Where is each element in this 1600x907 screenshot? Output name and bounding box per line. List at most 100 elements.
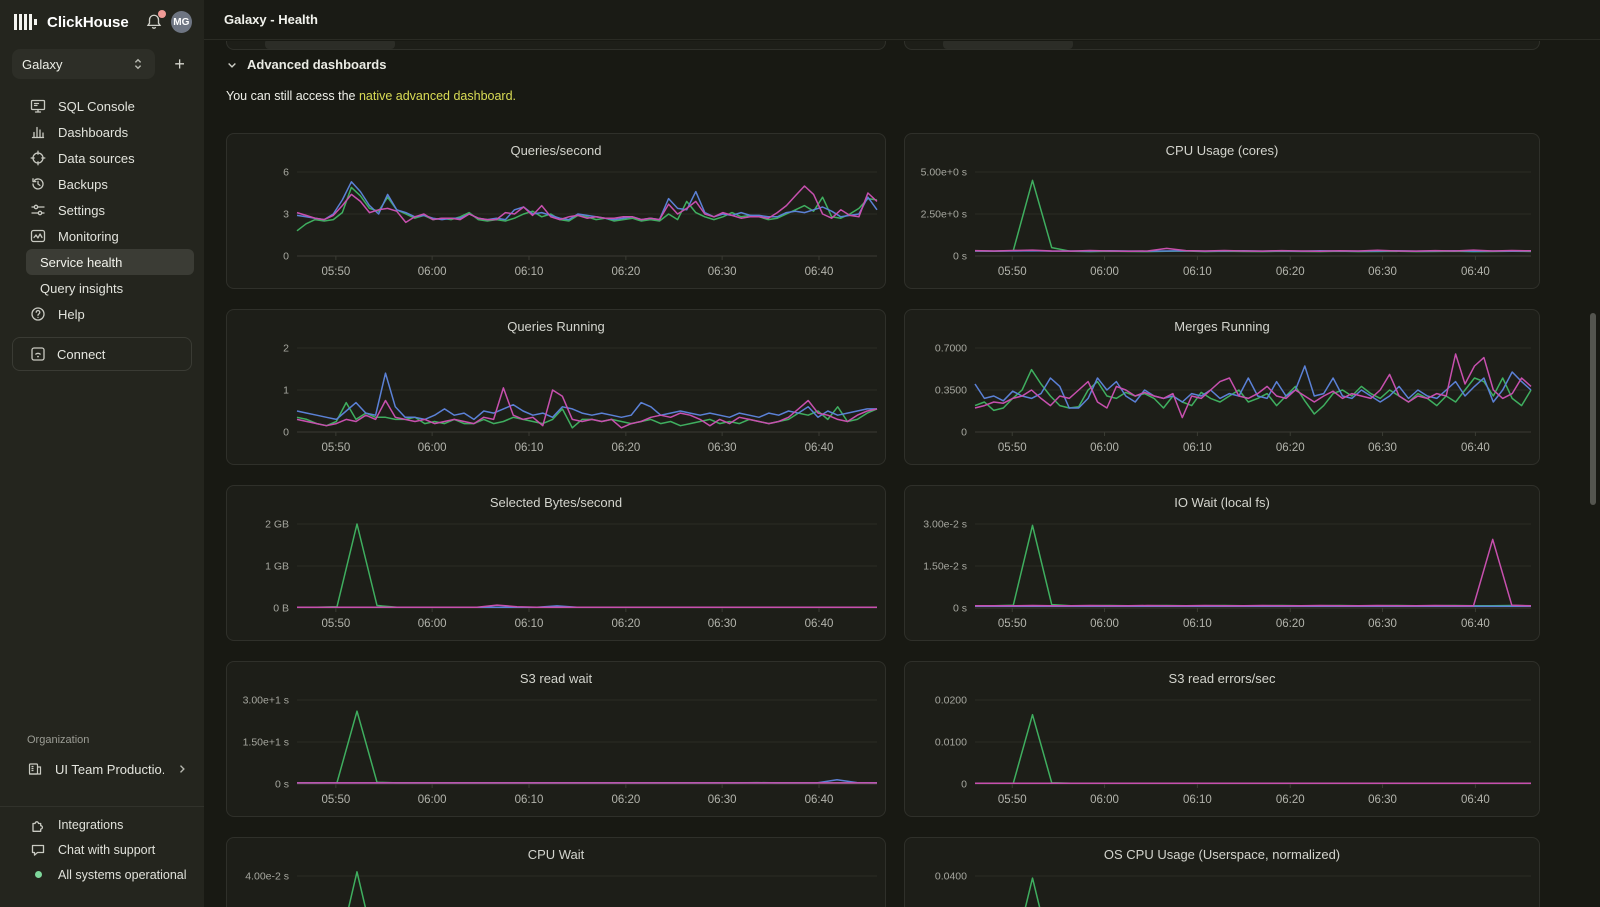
chart-plot-s3-read-errors-per-sec[interactable]: 0 0.0100 0.0200 05:50 06:00 06:10 06:20 06:30 06… (905, 662, 1539, 817)
chart-title-selected-bytes-per-second: Selected Bytes/second (489, 495, 623, 510)
svg-text:0.3500: 0.3500 (935, 385, 967, 397)
settings-icon (30, 202, 46, 218)
svg-text:06:30: 06:30 (708, 266, 737, 278)
svg-text:06:20: 06:20 (1276, 618, 1305, 630)
chart-card-selected-bytes-per-second: Selected Bytes/second 0 B 1 GB 2 GB 05:50 06:… (226, 485, 886, 641)
svg-text:06:20: 06:20 (611, 442, 640, 454)
chart-series-series-blue (296, 181, 878, 221)
chart-series-series-blue (974, 365, 1532, 409)
sidebar-item-monitoring[interactable]: Monitoring (0, 223, 204, 249)
svg-text:05:50: 05:50 (321, 442, 350, 454)
chart-plot-merges-running[interactable]: 0 0.3500 0.7000 05:50 06:00 06:10 06:20 06:30 06… (905, 310, 1539, 465)
svg-text:06:20: 06:20 (611, 266, 640, 278)
svg-text:2: 2 (283, 343, 289, 355)
sidebar-item-dashboards[interactable]: Dashboards (0, 119, 204, 145)
chart-title-queries-per-second: Queries/second (510, 143, 602, 158)
notifications-bell-icon[interactable] (145, 10, 166, 31)
svg-text:06:10: 06:10 (515, 794, 544, 806)
svg-text:3.00e+1 s: 3.00e+1 s (243, 695, 289, 707)
sidebar-nav: SQL Console Dashboards Data sources Backups… (0, 93, 204, 327)
sidebar-item-label: Query insights (40, 280, 124, 296)
service-select-row: Galaxy + (0, 33, 204, 79)
chart-plot-io-wait-local-fs[interactable]: 0 s 1.50e-2 s 3.00e-2 s 05:50 06:00 06:10 06:2… (905, 486, 1539, 641)
svg-text:1: 1 (283, 385, 289, 397)
svg-text:06:30: 06:30 (1368, 266, 1397, 278)
chevron-right-icon (180, 765, 185, 773)
connect-button[interactable]: Connect (12, 337, 192, 371)
sidebar-item-data-sources[interactable]: Data sources (0, 145, 204, 171)
footer-item-label: Chat with support (58, 842, 156, 857)
chart-plot-s3-read-wait[interactable]: 0 s 1.50e+1 s 3.00e+1 s 05:50 06:00 06:10 06:2… (227, 662, 885, 817)
organization-switcher[interactable]: UI Team Productio... (0, 756, 204, 782)
backups-icon (30, 176, 46, 192)
advanced-dashboards-toggle[interactable]: Advanced dashboards (226, 57, 386, 72)
chart-series-series-magenta (974, 353, 1532, 419)
chart-card-merges-running: Merges Running 0 0.3500 0.7000 05:50 06:00 06:… (904, 309, 1540, 465)
chart-title-s3-read-errors-per-sec: S3 read errors/sec (1168, 671, 1276, 686)
chart-plot-selected-bytes-per-second[interactable]: 0 B 1 GB 2 GB 05:50 06:00 06:10 06:20 06:30 06:4… (227, 486, 885, 641)
sidebar-footer: Integrations Chat with support All systems… (0, 812, 204, 887)
chart-series-series-magenta (296, 387, 878, 429)
help-icon (30, 306, 46, 322)
service-selector[interactable]: Galaxy (12, 49, 156, 79)
sidebar-divider (0, 806, 204, 807)
chart-plot-cpu-usage-cores[interactable]: 0 s 2.50e+0 s 5.00e+0 s 05:50 06:00 06:10 06:2… (905, 134, 1539, 289)
svg-text:06:30: 06:30 (1368, 794, 1397, 806)
svg-text:3: 3 (283, 209, 289, 221)
sidebar-item-sql-console[interactable]: SQL Console (0, 93, 204, 119)
sidebar-item-help[interactable]: Help (0, 301, 204, 327)
svg-text:0: 0 (283, 251, 289, 263)
svg-text:06:00: 06:00 (1090, 266, 1119, 278)
svg-text:06:40: 06:40 (805, 266, 834, 278)
svg-text:06:30: 06:30 (708, 442, 737, 454)
svg-text:06:20: 06:20 (1276, 794, 1305, 806)
notification-dot (157, 10, 166, 18)
svg-text:06:10: 06:10 (1183, 618, 1212, 630)
chart-plot-queries-per-second[interactable]: 0 3 6 05:50 06:00 06:10 06:20 06:30 06:40 (227, 134, 885, 289)
chart-title-merges-running: Merges Running (1174, 319, 1270, 334)
svg-text:06:00: 06:00 (418, 618, 447, 630)
sidebar-item-service-health[interactable]: Service health (26, 249, 194, 275)
svg-text:4.00e-2 s: 4.00e-2 s (245, 871, 289, 883)
chart-card-s3-read-errors-per-sec: S3 read errors/sec 0 0.0100 0.0200 05:50 06:0… (904, 661, 1540, 817)
svg-text:06:30: 06:30 (1368, 442, 1397, 454)
scrolled-card-stub (226, 41, 886, 50)
chart-title-s3-read-wait: S3 read wait (519, 671, 593, 686)
main-content: Advanced dashboards You can still access… (204, 41, 1600, 907)
sidebar-footer-item-chat-with-support[interactable]: Chat with support (0, 837, 204, 862)
page-title: Galaxy - Health (224, 12, 318, 27)
svg-text:06:00: 06:00 (418, 266, 447, 278)
sidebar-item-label: Service health (40, 254, 123, 270)
svg-text:06:40: 06:40 (1461, 442, 1490, 454)
add-service-button[interactable]: + (167, 51, 192, 77)
chart-plot-queries-running[interactable]: 0 1 2 05:50 06:00 06:10 06:20 06:30 06:40 (227, 310, 885, 465)
svg-text:0 s: 0 s (953, 603, 967, 615)
sidebar-footer-item-integrations[interactable]: Integrations (0, 812, 204, 837)
svg-text:2.50e+0 s: 2.50e+0 s (921, 209, 967, 221)
sidebar-item-settings[interactable]: Settings (0, 197, 204, 223)
status-dot (30, 867, 46, 883)
svg-text:06:00: 06:00 (1090, 794, 1119, 806)
sidebar-item-label: Help (58, 306, 85, 322)
svg-text:06:20: 06:20 (611, 794, 640, 806)
connect-icon (30, 346, 46, 362)
sidebar-footer-item-all-systems-operational[interactable]: All systems operational (0, 862, 204, 887)
chart-series-series-green (348, 871, 367, 907)
chart-title-queries-running: Queries Running (507, 319, 605, 334)
organization-name: UI Team Productio... (55, 761, 164, 777)
native-advanced-dashboard-link[interactable]: native advanced dashboard. (358, 89, 517, 103)
svg-text:06:10: 06:10 (515, 442, 544, 454)
svg-text:06:10: 06:10 (1183, 266, 1212, 278)
svg-text:06:20: 06:20 (611, 618, 640, 630)
sidebar-header: ClickHouse MG (0, 0, 204, 33)
scrolled-card-stub-pill (943, 41, 1073, 49)
sidebar-item-query-insights[interactable]: Query insights (0, 275, 204, 301)
svg-text:0 B: 0 B (273, 603, 289, 615)
page-scrollbar-thumb[interactable] (1590, 313, 1596, 505)
user-avatar[interactable]: MG (170, 11, 192, 33)
sidebar-item-backups[interactable]: Backups (0, 171, 204, 197)
